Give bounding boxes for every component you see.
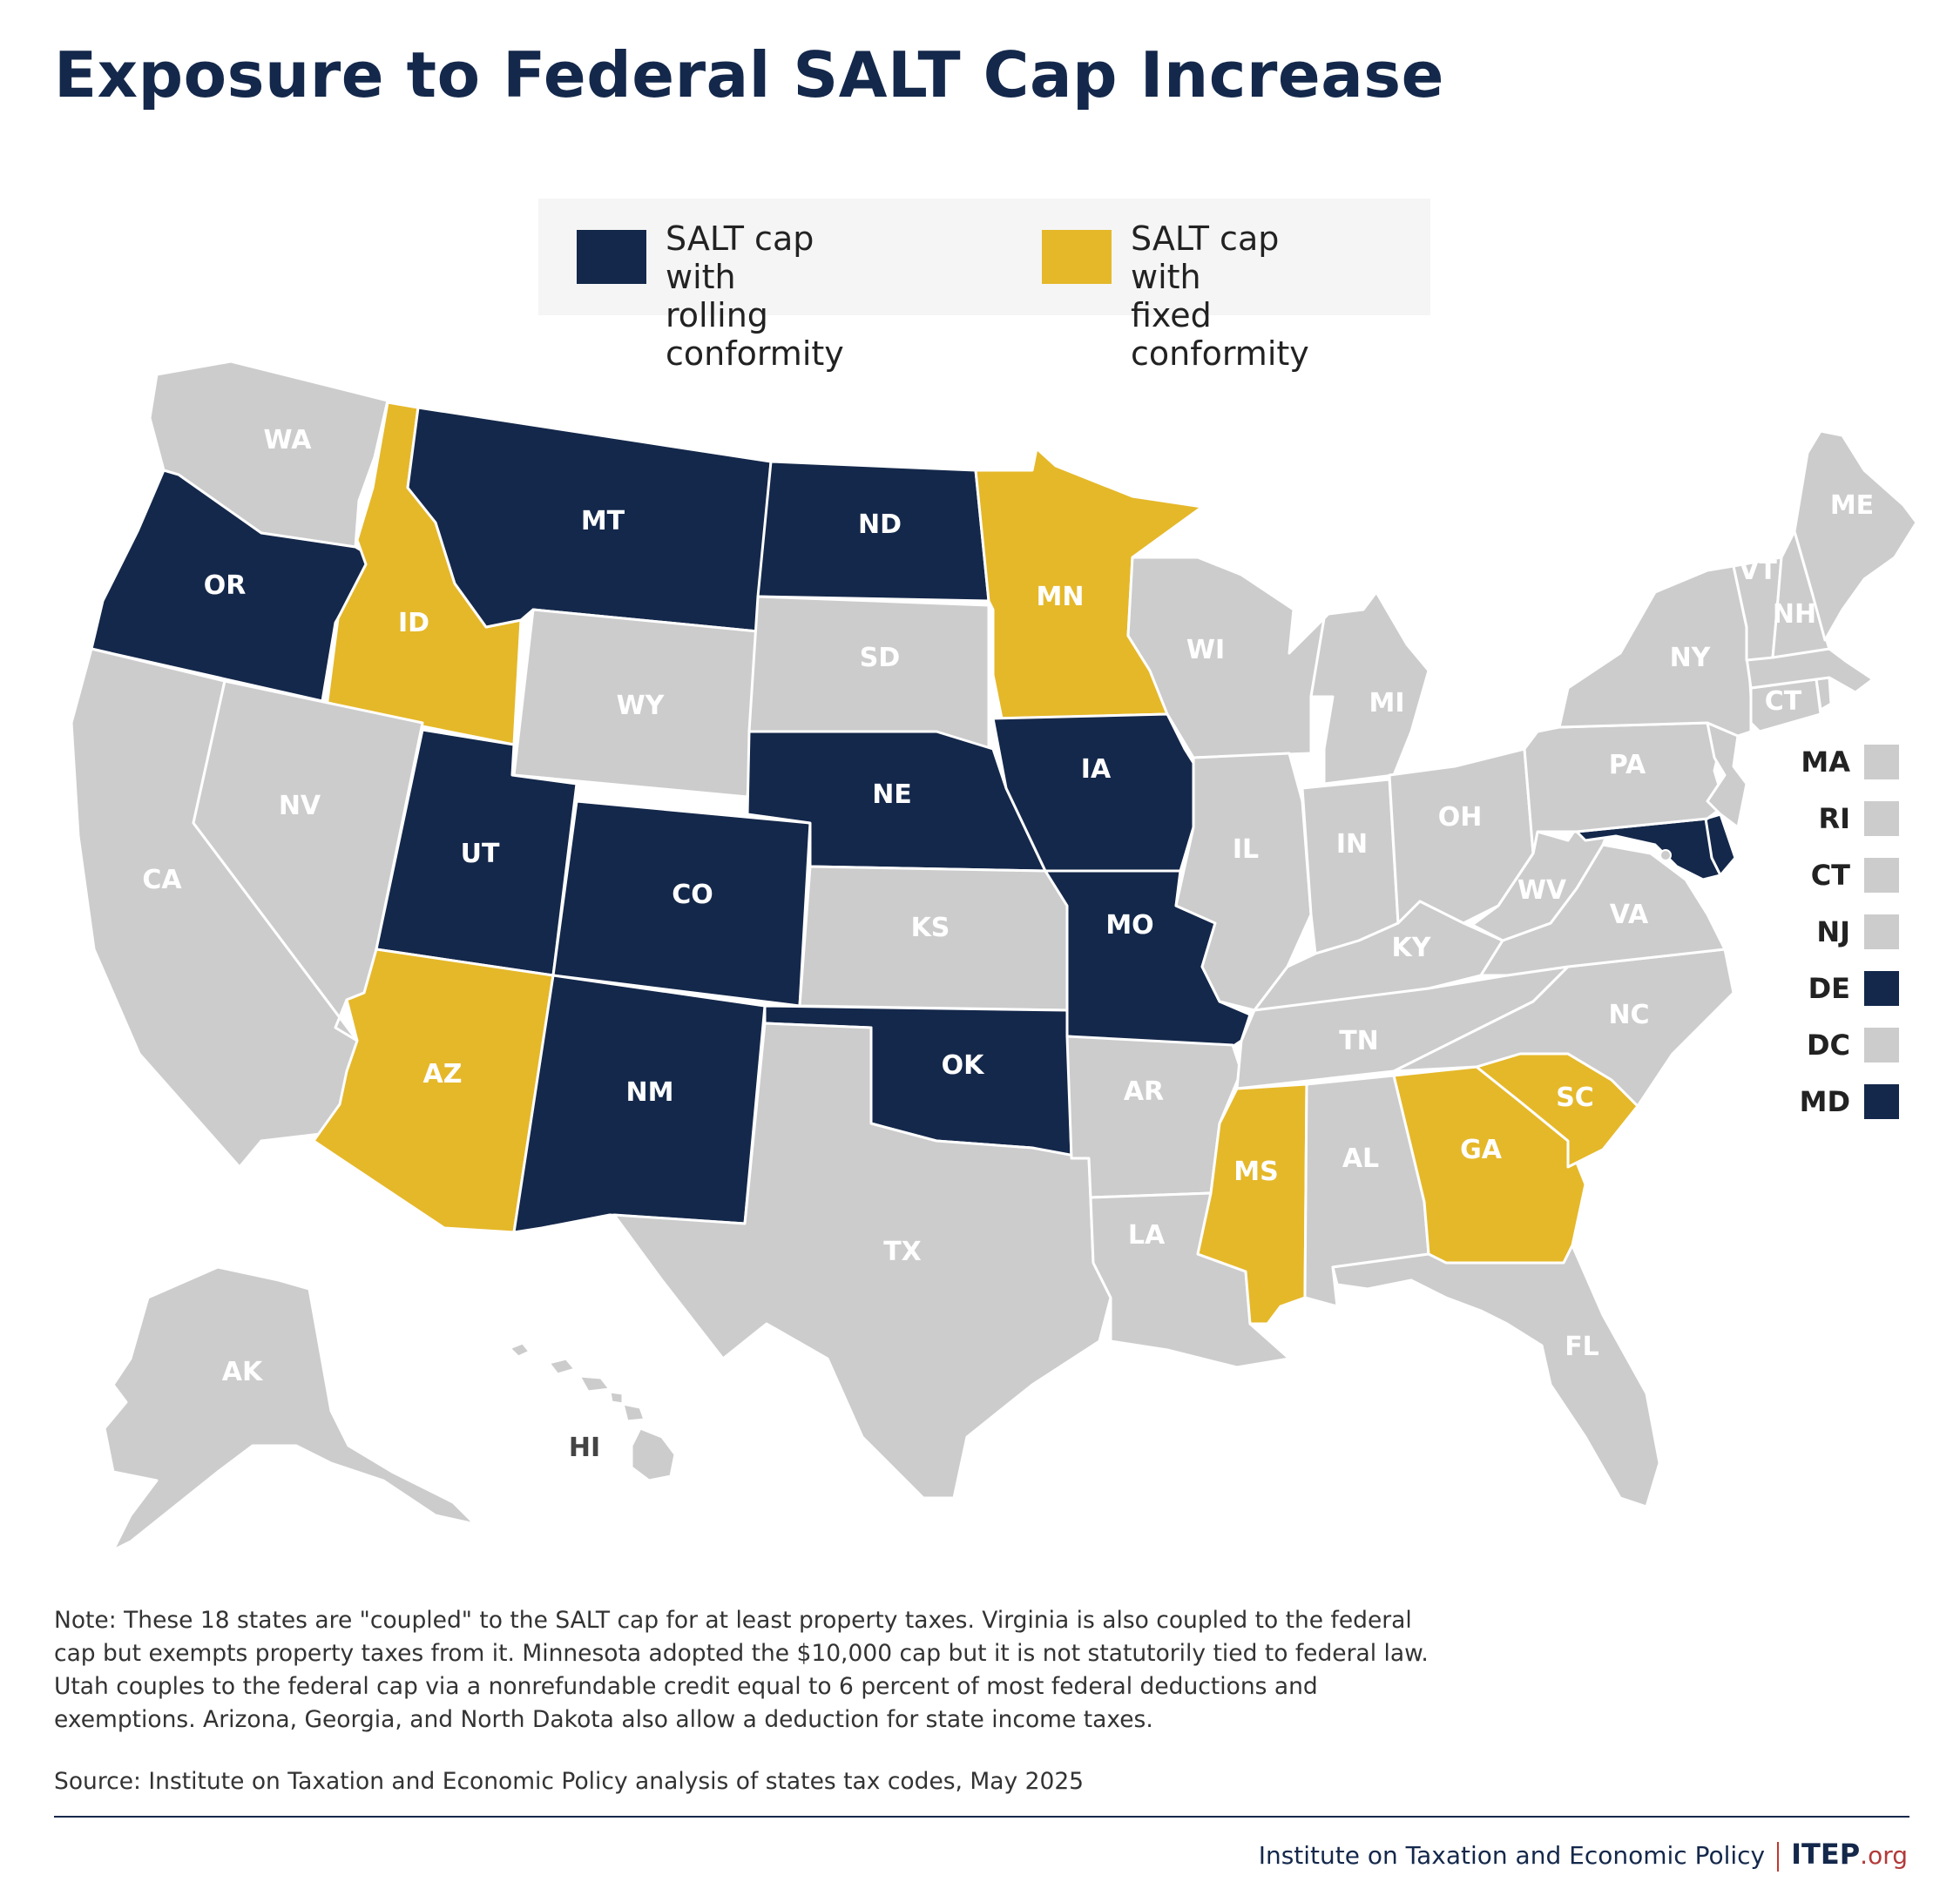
legend-label-fixed: SALT cap with fixed conformity	[1131, 219, 1309, 373]
small-state-box	[1864, 914, 1899, 949]
state-label-WI: WI	[1186, 635, 1225, 665]
small-state-box	[1864, 1084, 1899, 1119]
small-state-box	[1864, 858, 1899, 893]
state-label-CA: CA	[142, 865, 182, 895]
state-HI[interactable]	[508, 1341, 677, 1482]
state-label-NM: NM	[626, 1077, 674, 1108]
state-label-AL: AL	[1342, 1143, 1379, 1174]
state-label-NY: NY	[1670, 643, 1712, 673]
state-label-HI: HI	[569, 1433, 600, 1463]
state-label-CT: CT	[1765, 686, 1802, 717]
state-label-WA: WA	[264, 425, 313, 455]
state-label-MT: MT	[581, 506, 625, 536]
dc-marker	[1659, 849, 1672, 861]
state-DE[interactable]	[1704, 813, 1737, 877]
state-label-ID: ID	[398, 608, 429, 638]
state-label-MI: MI	[1369, 688, 1404, 718]
us-map: WA OR CA ID NV MT WY UT CO AZ NM ND SD NE KS OK TX MN IA MO…	[70, 360, 1918, 1552]
footer: Institute on Taxation and Economic Polic…	[1259, 1838, 1908, 1872]
state-TX[interactable]	[612, 1022, 1112, 1500]
state-label-PA: PA	[1609, 750, 1646, 780]
state-IN[interactable]	[1301, 778, 1400, 955]
logo-suffix: .org	[1860, 1841, 1908, 1870]
small-state-MA: MA	[1794, 745, 1899, 779]
state-label-OH: OH	[1438, 802, 1483, 833]
small-state-code: NJ	[1816, 915, 1850, 948]
legend: SALT cap with rolling conformity SALT ca…	[538, 199, 1430, 373]
state-label-TN: TN	[1339, 1026, 1379, 1056]
state-label-OK: OK	[942, 1050, 986, 1081]
state-label-ND: ND	[858, 509, 902, 540]
state-label-IL: IL	[1233, 834, 1259, 865]
legend-label-rolling: SALT cap with rolling conformity	[666, 219, 844, 373]
small-state-CT: CT	[1794, 858, 1899, 893]
state-label-MO: MO	[1105, 910, 1153, 941]
state-label-NV: NV	[279, 791, 321, 821]
state-label-SD: SD	[860, 643, 901, 673]
small-state-DC: DC	[1794, 1028, 1899, 1062]
small-state-code: MD	[1799, 1085, 1850, 1118]
itep-logo[interactable]: ITEP.org	[1791, 1838, 1908, 1871]
state-label-CO: CO	[672, 880, 713, 910]
state-label-TX: TX	[883, 1237, 922, 1267]
small-state-code: DE	[1808, 972, 1850, 1005]
state-AK[interactable]	[103, 1265, 476, 1552]
small-state-MD: MD	[1794, 1084, 1899, 1119]
small-state-code: CT	[1810, 859, 1850, 892]
legend-swatch-fixed	[1042, 230, 1112, 284]
state-NY[interactable]	[1558, 564, 1753, 738]
small-state-box	[1864, 1028, 1899, 1062]
state-label-WY: WY	[617, 691, 666, 721]
state-NJ[interactable]	[1706, 721, 1748, 829]
state-label-KS: KS	[911, 913, 950, 943]
state-label-NE: NE	[872, 779, 912, 810]
state-label-WV: WV	[1517, 875, 1567, 906]
state-label-KY: KY	[1392, 933, 1432, 963]
small-state-code: MA	[1801, 745, 1850, 779]
state-label-MN: MN	[1037, 582, 1085, 612]
note-text: Note: These 18 states are "coupled" to t…	[54, 1607, 1429, 1733]
state-label-SC: SC	[1556, 1083, 1594, 1113]
state-label-IA: IA	[1081, 754, 1112, 785]
state-label-MS: MS	[1233, 1157, 1278, 1187]
state-label-AK: AK	[222, 1357, 264, 1387]
small-state-NJ: NJ	[1794, 914, 1899, 949]
state-label-FL: FL	[1565, 1332, 1599, 1362]
state-MA[interactable]	[1745, 647, 1875, 694]
state-IL[interactable]	[1174, 752, 1313, 1012]
state-label-AZ: AZ	[423, 1059, 463, 1089]
logo-main: ITEP	[1791, 1838, 1861, 1871]
state-label-VA: VA	[1610, 900, 1649, 930]
small-state-box	[1864, 801, 1899, 836]
small-state-code: RI	[1818, 802, 1850, 835]
small-state-box	[1864, 745, 1899, 779]
state-label-VT: VT	[1739, 556, 1777, 586]
state-label-AR: AR	[1124, 1076, 1164, 1107]
state-label-OR: OR	[204, 570, 247, 601]
state-label-LA: LA	[1128, 1220, 1166, 1251]
state-label-NC: NC	[1608, 1000, 1649, 1030]
small-state-code: DC	[1806, 1029, 1850, 1062]
state-FL[interactable]	[1331, 1244, 1661, 1508]
page-title: Exposure to Federal SALT Cap Increase	[54, 38, 1444, 111]
footer-separator	[1777, 1842, 1780, 1872]
state-label-GA: GA	[1460, 1135, 1503, 1165]
state-label-ME: ME	[1830, 490, 1874, 521]
small-state-RI: RI	[1794, 801, 1899, 836]
state-label-IN: IN	[1336, 829, 1368, 860]
state-label-NH: NH	[1773, 599, 1816, 630]
legend-swatch-rolling	[577, 230, 646, 284]
small-state-box	[1864, 971, 1899, 1006]
footer-org-name: Institute on Taxation and Economic Polic…	[1258, 1841, 1766, 1870]
small-state-DE: DE	[1794, 971, 1899, 1006]
state-ME[interactable]	[1793, 429, 1918, 642]
footer-divider	[54, 1816, 1909, 1818]
state-label-UT: UT	[461, 839, 500, 869]
source-text: Source: Institute on Taxation and Econom…	[54, 1768, 1085, 1795]
